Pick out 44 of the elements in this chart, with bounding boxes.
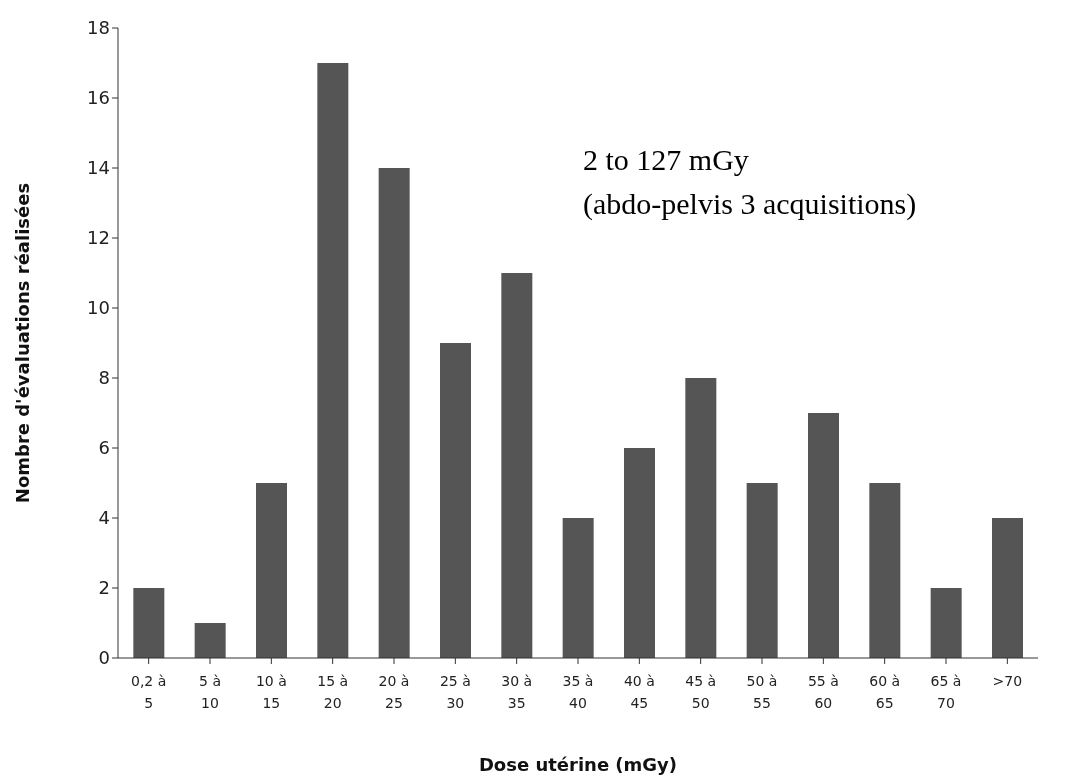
- bar: [808, 413, 839, 658]
- y-tick-label: 18: [87, 17, 110, 39]
- bar: [992, 518, 1023, 658]
- bar: [562, 518, 594, 658]
- y-tick-label: 6: [98, 437, 110, 459]
- x-tick-label: 10 à 15: [255, 673, 287, 711]
- x-tick-label: 5 à 10: [199, 673, 221, 711]
- y-tick-label: 4: [98, 507, 110, 529]
- y-tick-label: 2: [98, 577, 110, 599]
- bar: [869, 483, 901, 658]
- x-tick-label: 35 à 40: [562, 673, 594, 711]
- x-tick-label: 45 à 50: [685, 673, 717, 711]
- x-tick-label: 20 à 25: [378, 673, 410, 711]
- annotation: (abdo-pelvis 3 acquisitions): [583, 186, 917, 222]
- bar: [930, 588, 962, 658]
- x-tick-label: 30 à 35: [501, 673, 533, 711]
- bar: [440, 343, 471, 658]
- y-axis-title: Nombre d'évaluations réalisées: [12, 182, 34, 504]
- x-tick-label: 40 à 45: [623, 673, 655, 711]
- x-tick-label: 65 à 70: [930, 673, 962, 711]
- bar: [317, 63, 349, 658]
- x-tick-label: 25 à 30: [439, 673, 471, 711]
- x-tick-label: 15 à 20: [317, 673, 349, 711]
- bar: [256, 483, 287, 658]
- x-tick-label: 50 à 55: [746, 673, 778, 711]
- bar: [685, 378, 717, 658]
- x-tick-label: >70: [992, 673, 1023, 689]
- x-tick-label: 55 à 60: [807, 673, 839, 711]
- y-tick-label: 16: [87, 87, 110, 109]
- bar: [746, 483, 778, 658]
- y-tick-label: 8: [98, 367, 110, 389]
- bar: [624, 448, 655, 658]
- y-tick-label: 0: [98, 647, 110, 669]
- x-tick-label: 0,2 à 5: [131, 673, 167, 711]
- x-axis-title: Dose utérine (mGy): [478, 753, 678, 775]
- y-tick-label: 12: [87, 227, 110, 249]
- bar: [133, 588, 165, 658]
- bar: [378, 168, 410, 658]
- bar: [194, 623, 226, 658]
- y-tick-label: 10: [87, 297, 110, 319]
- y-tick-label: 14: [87, 157, 110, 179]
- annotation: 2 to 127 mGy: [583, 142, 750, 178]
- bar: [501, 273, 533, 658]
- x-tick-label: 60 à 65: [869, 673, 901, 711]
